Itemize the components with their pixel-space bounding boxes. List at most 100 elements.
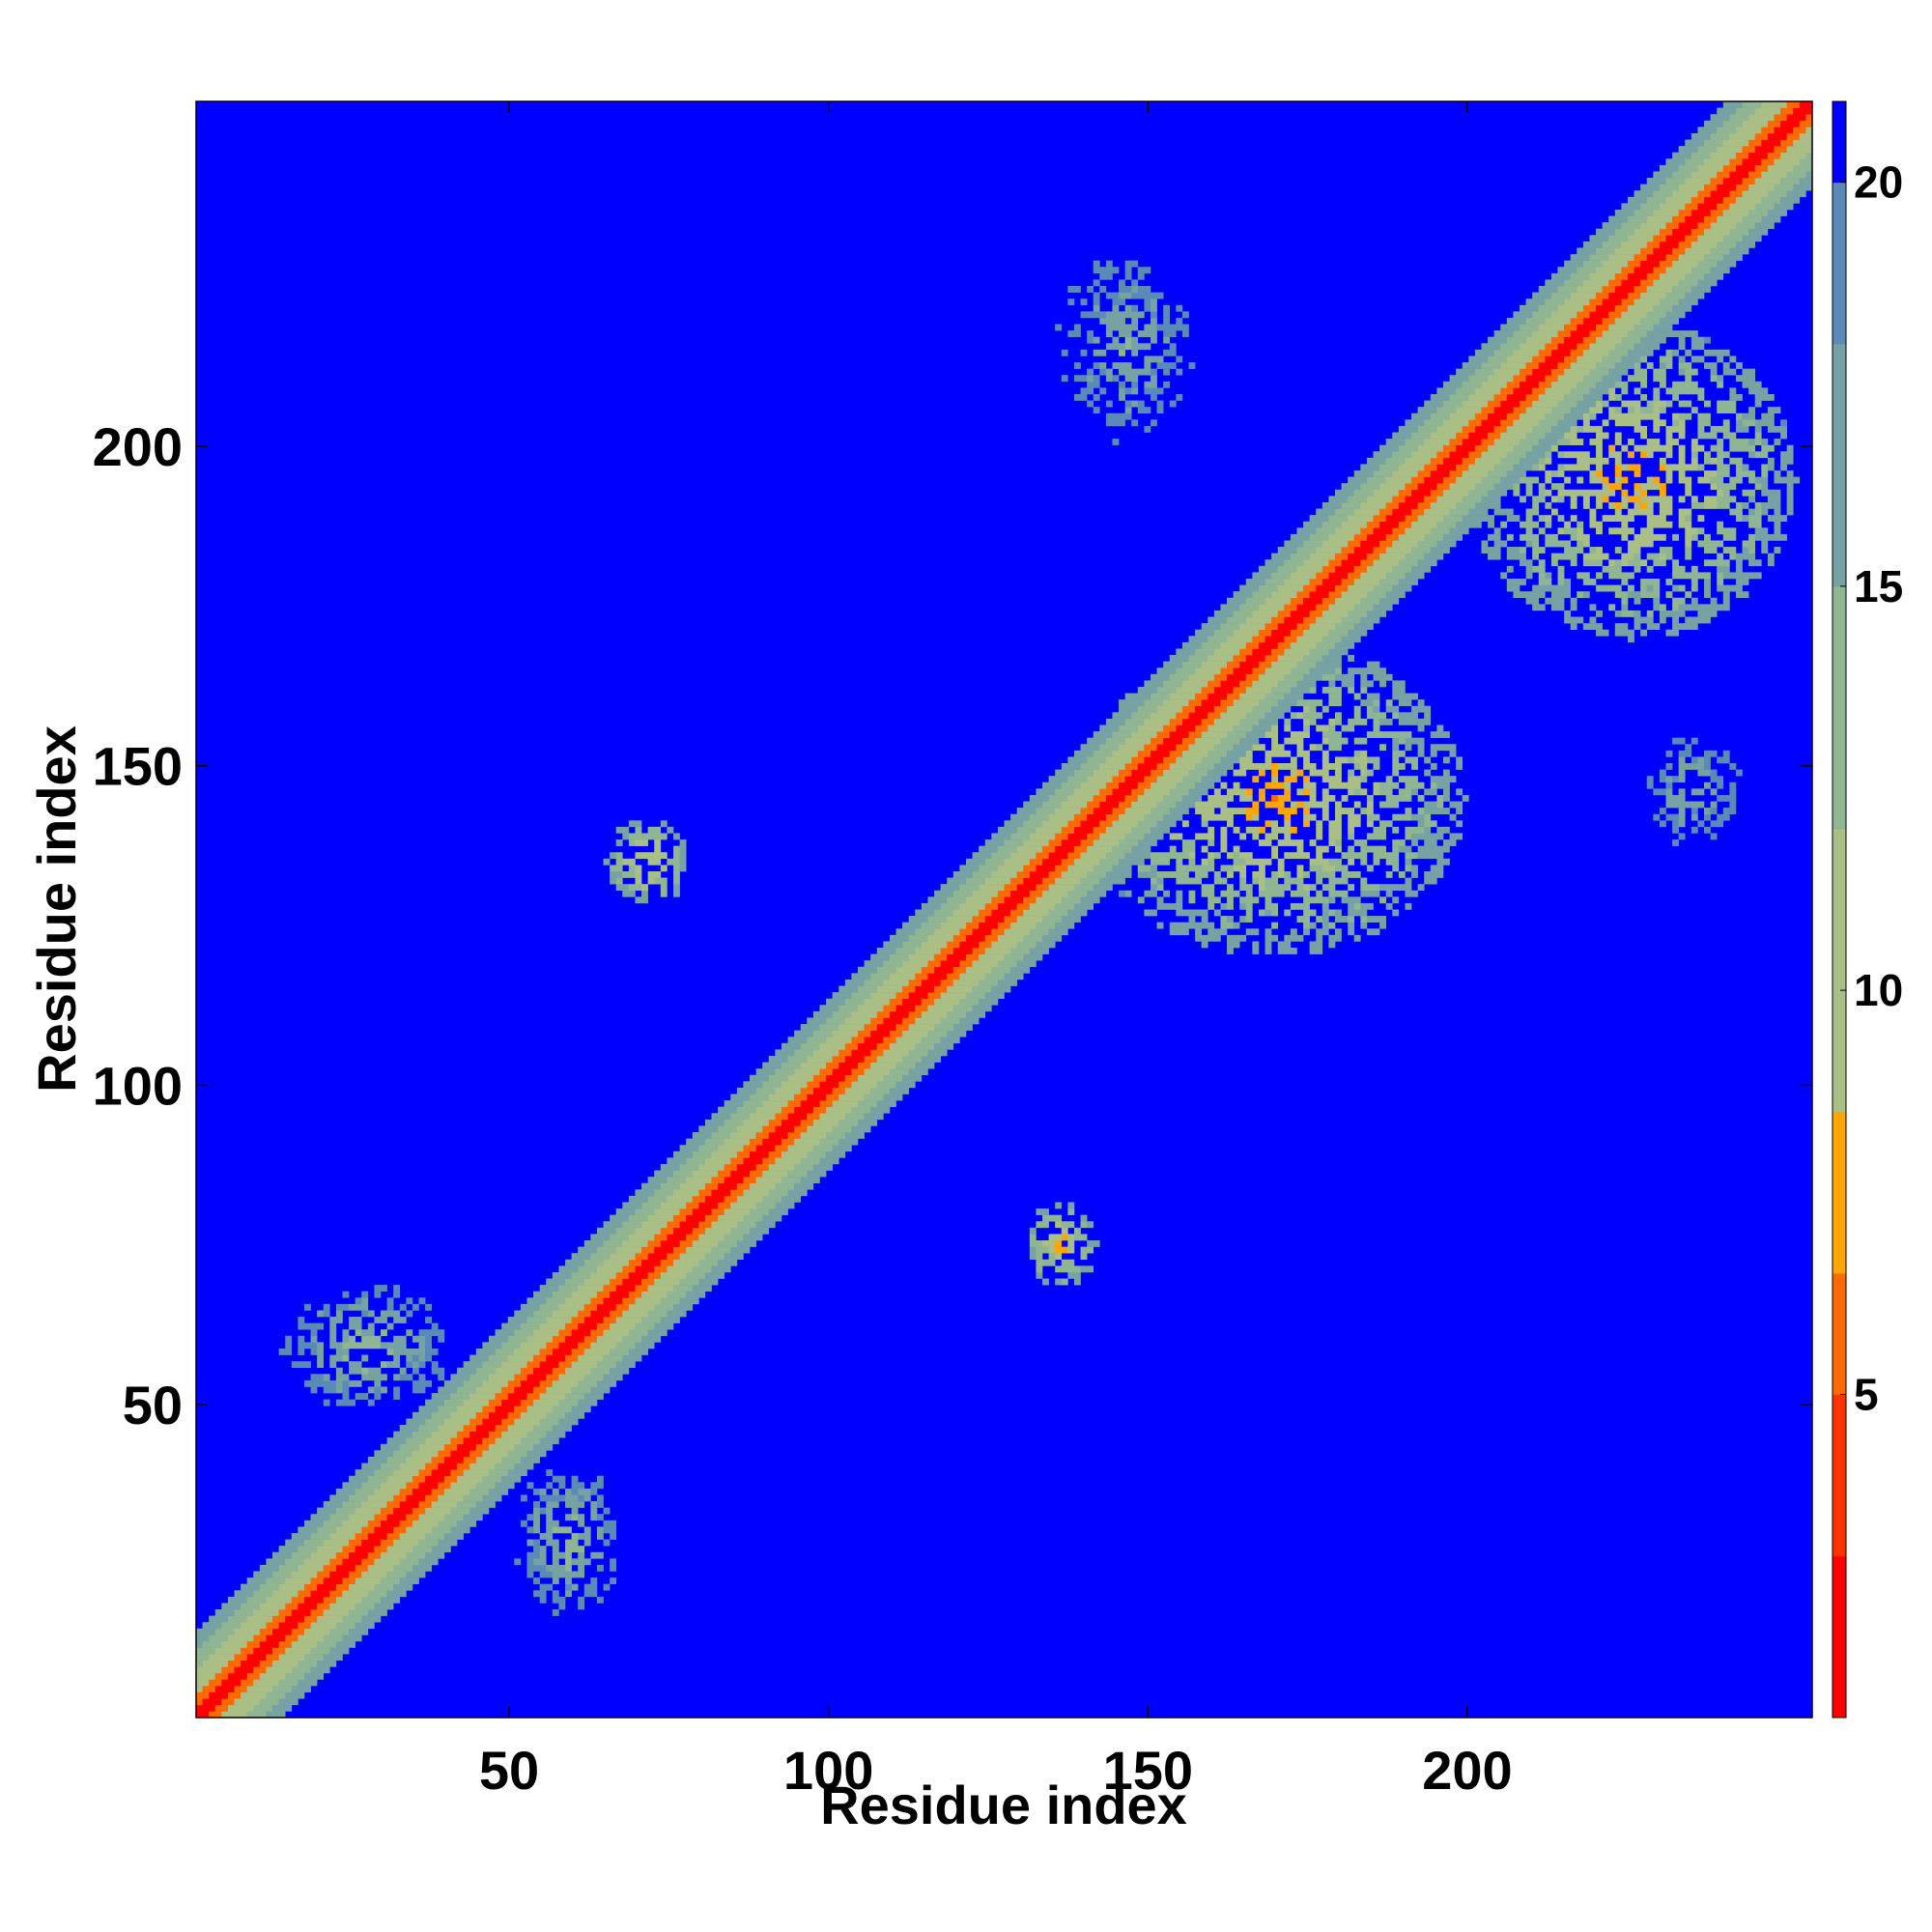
heatmap-cell-run — [507, 1450, 527, 1458]
heatmap-cell-run — [1545, 375, 1558, 383]
heatmap-cell-run — [1119, 813, 1145, 821]
heatmap-cell-run — [1608, 407, 1616, 414]
heatmap-cell-run — [1545, 572, 1552, 580]
heatmap-cell-run — [1424, 464, 1437, 471]
heatmap-cell-run — [285, 1647, 311, 1655]
heatmap-cell-run — [1722, 547, 1737, 554]
heatmap-cell-run — [1227, 820, 1234, 828]
heatmap-cell-run — [221, 1698, 235, 1706]
heatmap-cell-run — [1284, 877, 1304, 885]
heatmap-cell-run — [1761, 158, 1775, 166]
heatmap-cell-run — [1449, 801, 1463, 809]
heatmap-cell-run — [1373, 718, 1380, 725]
heatmap-cell-run — [1150, 393, 1157, 401]
heatmap-cell-run — [596, 1379, 617, 1387]
heatmap-cell-run — [1774, 508, 1781, 516]
heatmap-cell-run — [1665, 553, 1673, 560]
heatmap-cell-run — [603, 1583, 611, 1591]
heatmap-cell-run — [1513, 330, 1533, 338]
heatmap-cell-run — [1627, 508, 1654, 516]
heatmap-cell-run — [1119, 890, 1125, 897]
heatmap-cell-run — [1264, 668, 1292, 675]
heatmap-cell-run — [1316, 641, 1336, 649]
heatmap-cell-run — [1589, 387, 1609, 395]
heatmap-cell-run — [979, 922, 999, 929]
heatmap-cell-run — [1245, 686, 1272, 694]
heatmap-cell-run — [1697, 190, 1711, 198]
heatmap-cell-run — [381, 1539, 394, 1547]
heatmap-cell-run — [507, 1354, 534, 1362]
heatmap-cell-run — [1124, 407, 1132, 414]
heatmap-cell-run — [991, 909, 1011, 917]
heatmap-cell-run — [635, 1285, 648, 1292]
heatmap-cell-run — [565, 1501, 585, 1508]
heatmap-cell-run — [335, 1526, 362, 1534]
heatmap-cell-run — [1366, 457, 1386, 465]
heatmap-cell-run — [1131, 286, 1139, 293]
heatmap-cell-run — [1717, 470, 1730, 477]
heatmap-cell-run — [864, 1037, 884, 1044]
heatmap-cell-run — [323, 1634, 343, 1642]
heatmap-cell-run — [1080, 1253, 1088, 1261]
heatmap-cell-run — [1353, 788, 1361, 796]
heatmap-cell-run — [1697, 146, 1718, 153]
heatmap-cell-run — [335, 1367, 343, 1375]
heatmap-cell-run — [1761, 501, 1781, 509]
heatmap-cell-run — [310, 1532, 330, 1540]
heatmap-cell-run — [381, 1482, 407, 1490]
heatmap-cell-run — [1360, 769, 1368, 777]
heatmap-cell-run — [1105, 324, 1139, 331]
heatmap-cell-run — [1564, 412, 1584, 420]
heatmap-cell-run — [750, 1208, 770, 1215]
heatmap-cell-run — [533, 1507, 540, 1515]
heatmap-cell-run — [565, 1278, 585, 1286]
heatmap-cell-run — [1188, 699, 1202, 707]
heatmap-cell-run — [1411, 476, 1425, 484]
heatmap-cell-run — [310, 1647, 330, 1655]
heatmap-cell-run — [406, 1482, 419, 1490]
heatmap-cell-run — [794, 1182, 814, 1190]
heatmap-cell-run — [1010, 833, 1031, 840]
heatmap-cell-run — [826, 1132, 846, 1139]
heatmap-cell-run — [1309, 922, 1317, 929]
heatmap-cell-run — [1570, 254, 1590, 261]
heatmap-cell-run — [1685, 178, 1711, 185]
heatmap-cell-run — [1582, 349, 1609, 356]
heatmap-cell-run — [285, 1634, 298, 1642]
heatmap-cell-run — [1093, 865, 1113, 872]
heatmap-cell-run — [1704, 578, 1711, 585]
heatmap-cell-run — [1430, 763, 1437, 770]
heatmap-cell-run — [997, 845, 1017, 853]
heatmap-cell-run — [266, 1691, 286, 1699]
heatmap-cell-run — [1264, 693, 1285, 700]
heatmap-cell-run — [1640, 279, 1654, 287]
heatmap-cell-run — [1488, 400, 1501, 408]
heatmap-cell-run — [908, 992, 928, 1000]
heatmap-cell-run — [1105, 737, 1125, 745]
heatmap-cell-run — [724, 1119, 744, 1126]
heatmap-cell-run — [526, 1361, 540, 1369]
heatmap-cell-run — [1392, 839, 1406, 846]
heatmap-cell-run — [1411, 870, 1418, 878]
heatmap-cell-run — [692, 1132, 712, 1139]
heatmap-cell-run — [1608, 559, 1616, 567]
heatmap-cell-run — [196, 1698, 203, 1706]
heatmap-cell-run — [1373, 559, 1400, 567]
heatmap-cell-run — [1220, 623, 1240, 630]
heatmap-cell-run — [1577, 540, 1584, 548]
heatmap-cell-run — [425, 1551, 445, 1559]
heatmap-cell-run — [596, 1291, 611, 1298]
heatmap-cell-run — [1303, 540, 1323, 548]
heatmap-cell-run — [1577, 324, 1597, 331]
heatmap-cell-run — [997, 865, 1024, 872]
heatmap-cell-run — [1672, 604, 1679, 611]
heatmap-cell-run — [1341, 483, 1361, 491]
heatmap-cell-run — [870, 1087, 891, 1094]
heatmap-cell-run — [1201, 661, 1228, 668]
heatmap-cell-run — [1093, 393, 1100, 401]
heatmap-cell-run — [1678, 298, 1698, 306]
heatmap-cell-run — [1321, 686, 1342, 694]
heatmap-cell-run — [1653, 559, 1666, 567]
heatmap-cell-run — [781, 1062, 802, 1069]
heatmap-cell-run — [1621, 501, 1629, 509]
